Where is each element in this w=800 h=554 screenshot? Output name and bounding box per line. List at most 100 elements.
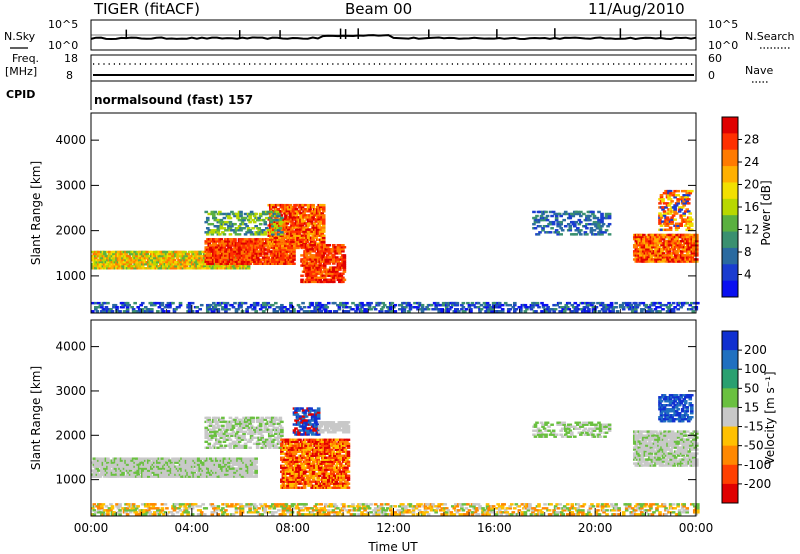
echo-cell: [679, 214, 683, 217]
echo-cell: [297, 238, 302, 242]
echo-cell: [234, 461, 239, 464]
echo-cell: [601, 222, 606, 226]
echo-cell: [140, 461, 145, 464]
echo-cell: [541, 229, 545, 232]
echo-cell: [333, 301, 337, 305]
echo-cell: [294, 214, 299, 217]
echo-cell: [318, 243, 323, 247]
echo-cell: [285, 222, 290, 225]
echo-cell: [672, 248, 676, 251]
echo-cell: [213, 210, 218, 214]
echo-cell: [659, 224, 664, 227]
echo-cell: [121, 301, 125, 305]
echo-cell: [254, 310, 258, 313]
echo-cell: [137, 258, 142, 262]
echo-cell: [240, 250, 245, 253]
echo-cell: [313, 310, 317, 313]
echo-cell: [541, 227, 545, 230]
echo-cell: [689, 308, 694, 311]
echo-cell: [186, 252, 190, 256]
echo-cell: [685, 208, 690, 211]
echo-cell: [401, 305, 405, 309]
echo-cell: [95, 467, 100, 470]
echo-cell: [346, 310, 351, 313]
echo-cell: [178, 254, 183, 258]
echo-cell: [529, 308, 534, 311]
echo-cell: [577, 231, 582, 234]
echo-cell: [532, 301, 537, 305]
echo-cell: [331, 256, 336, 259]
echo-cell: [140, 301, 145, 305]
echo-cell: [171, 256, 175, 260]
echo-cell: [316, 256, 321, 259]
echo-cell: [293, 246, 297, 250]
nsky-label: N.Sky: [4, 30, 36, 43]
echo-cell: [342, 256, 347, 259]
echo-cell: [133, 469, 137, 472]
echo-cell: [306, 230, 311, 233]
echo-cell: [174, 475, 178, 478]
echo-cell: [381, 301, 386, 305]
echo-cell: [178, 265, 183, 268]
echo-cell: [290, 234, 294, 237]
echo-cell: [592, 220, 597, 224]
echo-cell: [293, 242, 297, 246]
echo-cell: [557, 212, 562, 216]
echo-cell: [222, 465, 227, 468]
echo-cell: [559, 227, 563, 230]
echo-cell: [626, 305, 631, 309]
echo-cell: [572, 222, 577, 226]
echo-cell: [641, 308, 646, 311]
echo-cell: [562, 218, 567, 222]
echo-cell: [667, 305, 671, 309]
echo-cell: [248, 246, 252, 249]
echo-cell: [338, 268, 342, 271]
echo-cell: [638, 301, 643, 305]
echo-cell: [228, 469, 233, 472]
echo-cell: [667, 218, 671, 221]
echo-cell: [313, 262, 318, 265]
echo-cell: [283, 262, 287, 265]
echo-cell: [299, 236, 303, 239]
echo-cell: [671, 214, 676, 217]
echo-cell: [207, 305, 212, 309]
echo-cell: [588, 214, 592, 218]
echo-cell: [609, 301, 614, 305]
echo-cell: [122, 263, 127, 266]
echo-cell: [288, 242, 293, 246]
echo-cell: [204, 465, 209, 468]
echo-cell: [655, 310, 659, 313]
echo-cell: [280, 310, 284, 313]
echo-cell: [342, 270, 347, 273]
freq-label: Freq.: [12, 52, 39, 65]
echo-cell: [149, 301, 154, 305]
echo-cell: [689, 189, 694, 193]
echo-cell: [280, 233, 284, 236]
echo-cell: [470, 301, 475, 305]
echo-cell: [649, 248, 654, 251]
echo-cell: [455, 301, 460, 305]
echo-cell: [272, 308, 277, 311]
echo-cell: [312, 254, 316, 257]
echo-cell: [322, 264, 327, 267]
echo-cell: [585, 233, 589, 236]
echo-cell: [636, 260, 640, 263]
echo-cell: [216, 473, 221, 476]
echo-cell: [318, 214, 323, 217]
nave-tick-high: 60: [708, 52, 722, 65]
echo-cell: [239, 305, 243, 309]
echo-cell: [115, 305, 119, 309]
echo-cell: [281, 260, 286, 263]
echo-cell: [589, 231, 594, 234]
echo-cell: [107, 267, 112, 270]
echo-cell: [307, 278, 312, 282]
echo-cell: [95, 310, 100, 313]
echo-cell: [650, 310, 655, 313]
echo-cell: [324, 258, 329, 261]
echo-cell: [600, 212, 604, 216]
echo-cell: [541, 303, 546, 307]
echo-cell: [275, 216, 279, 219]
echo-cell: [321, 254, 326, 257]
echo-cell: [171, 301, 175, 305]
echo-cell: [169, 267, 174, 270]
